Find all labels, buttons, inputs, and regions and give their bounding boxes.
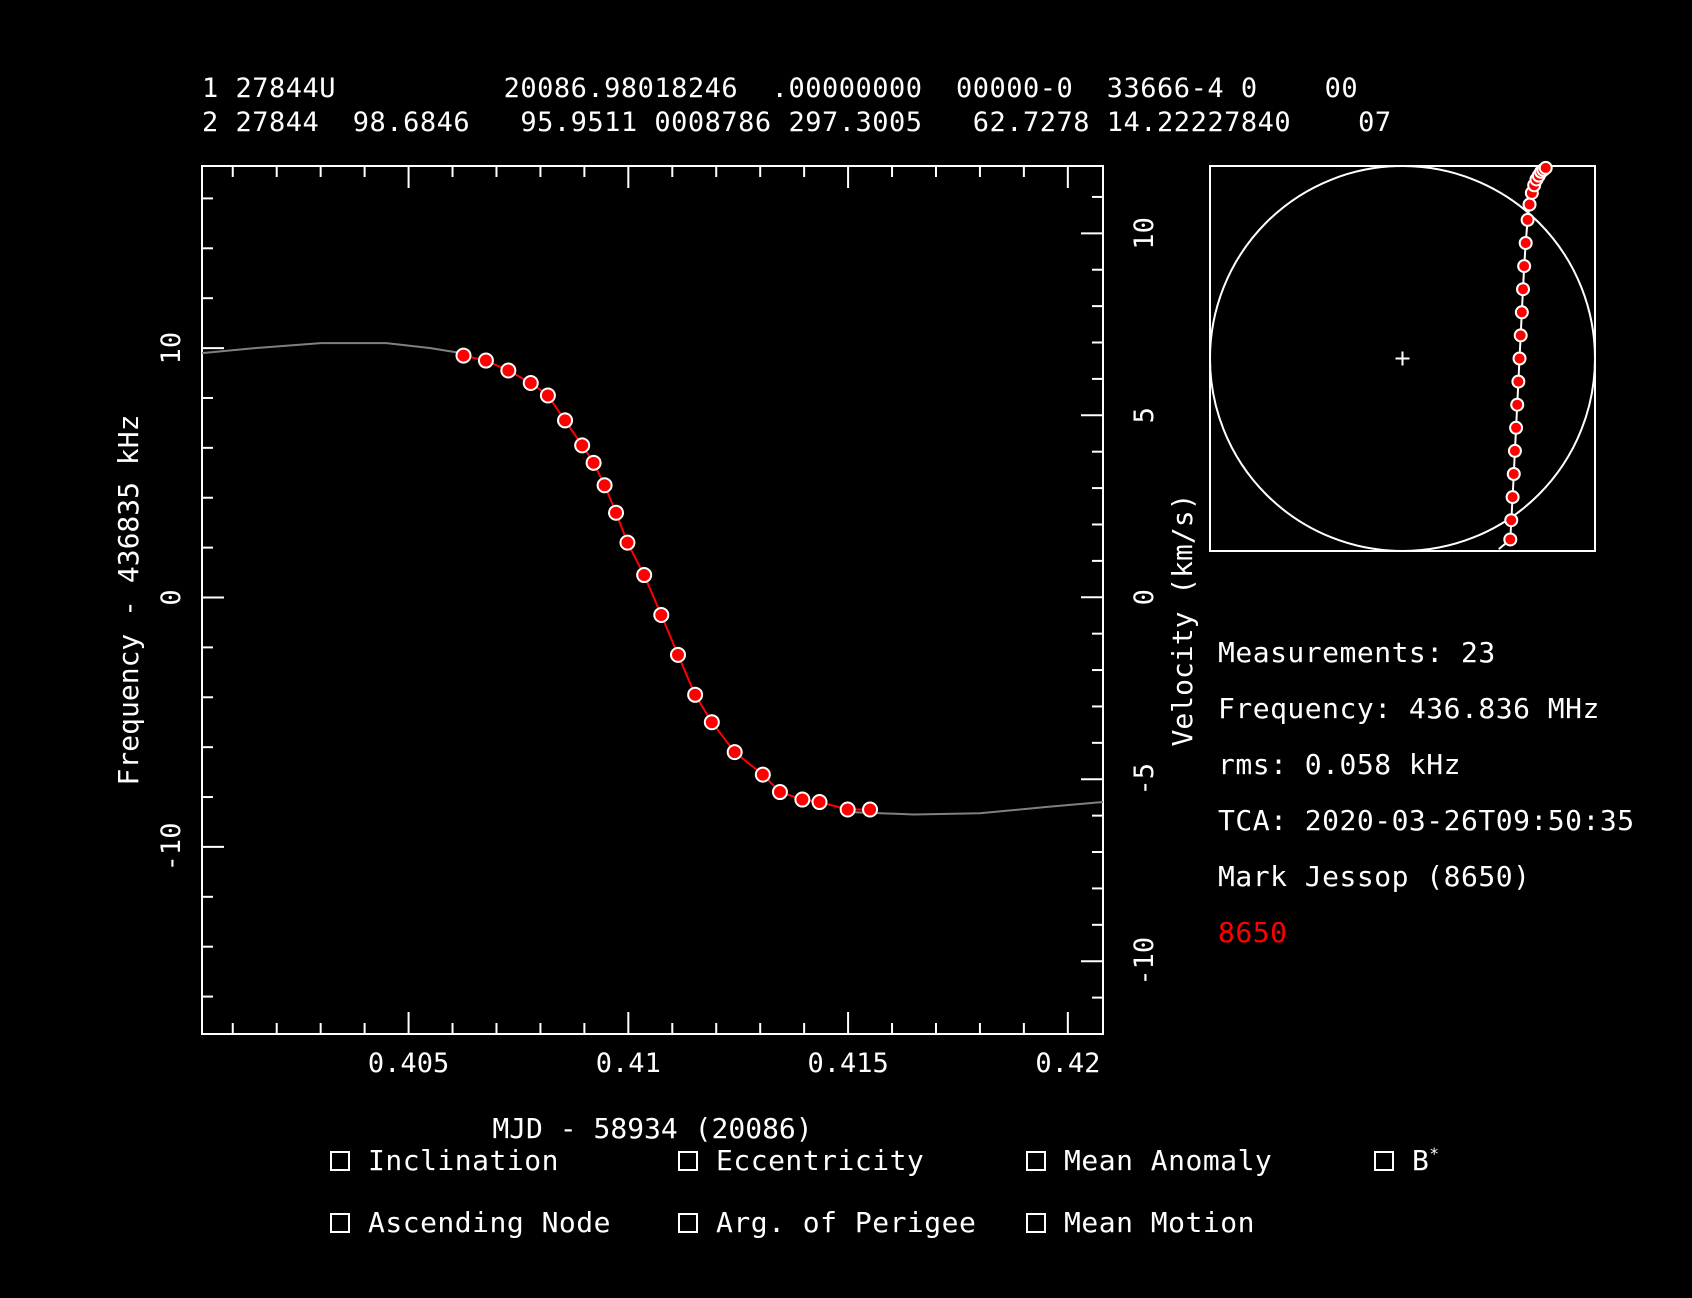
data-point (703, 714, 720, 731)
frequency-plot: 0.405 0.41 0.415 0.42 -10 0 10 -10 -5 0 5 10 MJD - 5… (112, 165, 1199, 1145)
sky-track-point (1538, 160, 1553, 175)
data-point (557, 412, 574, 429)
checkbox-box[interactable] (330, 1150, 350, 1171)
x-axis-label: MJD - 58934 (20086) (492, 1112, 812, 1145)
tca-label: TCA: 2020-03-26T09:50:35 (1218, 804, 1635, 837)
checkbox-bstar[interactable]: B* (1374, 1144, 1440, 1177)
checkbox-ascending-node[interactable]: Ascending Node (330, 1206, 611, 1239)
data-point (862, 801, 879, 818)
y2-tick-label: -5 (1129, 763, 1160, 796)
data-point (669, 646, 686, 663)
checkbox-box[interactable] (330, 1212, 350, 1233)
checkbox-label: Mean Anomaly (1064, 1144, 1273, 1177)
x-tick-label: 0.405 (368, 1048, 449, 1079)
x-tick-label: 0.415 (807, 1048, 888, 1079)
data-point (687, 686, 704, 703)
data-point (653, 606, 670, 623)
checkbox-label: Eccentricity (716, 1144, 925, 1177)
sky-track-point (1511, 374, 1526, 389)
data-point (585, 454, 602, 471)
data-point (754, 766, 771, 783)
sky-track-point (1520, 212, 1535, 227)
sky-track-point (1514, 305, 1529, 320)
checkbox-box[interactable] (678, 1150, 698, 1171)
horizon-circle (1209, 165, 1596, 552)
data-point (500, 362, 517, 379)
sky-track-point (1517, 259, 1532, 274)
tle-line-2: 2 27844 98.6846 95.9511 0008786 297.3005… (202, 107, 1392, 138)
checkbox-mean-motion[interactable]: Mean Motion (1026, 1206, 1255, 1239)
checkbox-box[interactable] (1026, 1212, 1046, 1233)
y2-tick-label: 0 (1129, 589, 1160, 605)
checkbox-label: Arg. of Perigee (716, 1206, 977, 1239)
data-point (522, 375, 539, 391)
data-point (539, 387, 556, 404)
sky-track-point (1516, 282, 1531, 297)
y2-tick-label: -10 (1129, 937, 1160, 986)
tle-line-1: 1 27844U 20086.98018246 .00000000 00000-… (202, 73, 1359, 104)
measurements-label: Measurements: 23 (1218, 636, 1496, 669)
y-tick-label: -10 (156, 823, 187, 872)
data-point (636, 567, 653, 584)
model-curve (201, 342, 462, 355)
model-curve-tail (848, 801, 1104, 816)
data-point (811, 794, 828, 811)
y-axis-label: Frequency - 436835 kHz (112, 415, 145, 786)
checkbox-label: Mean Motion (1064, 1206, 1255, 1239)
x-tick-label: 0.41 (596, 1048, 661, 1079)
checkbox-inclination[interactable]: Inclination (330, 1144, 559, 1177)
y2-tick-label: 5 (1129, 407, 1160, 423)
y-tick-label: 0 (156, 589, 187, 605)
data-point (574, 437, 591, 454)
frequency-label: Frequency: 436.836 MHz (1218, 692, 1600, 725)
y2-axis-label: Velocity (km/s) (1166, 494, 1199, 747)
checkbox-label: Ascending Node (368, 1206, 612, 1239)
sky-track-point (1513, 328, 1528, 343)
sky-track-point (1510, 397, 1525, 412)
fit-curve (463, 354, 871, 811)
observer-label: Mark Jessop (8650) (1218, 860, 1531, 893)
y-tick-label: 10 (156, 332, 187, 365)
sky-track-point (1507, 443, 1522, 458)
data-point (596, 477, 613, 494)
checkbox-box[interactable] (1026, 1150, 1046, 1171)
sky-track-point (1503, 532, 1518, 547)
sky-track-point (1522, 197, 1537, 212)
checkbox-label: Inclination (368, 1144, 559, 1177)
sky-track-point (1506, 467, 1521, 481)
data-point (839, 801, 856, 818)
checkbox-box[interactable] (1374, 1150, 1394, 1171)
sky-track-point (1504, 513, 1519, 528)
rms-label: rms: 0.058 kHz (1218, 748, 1462, 781)
sky-track-point (1518, 236, 1533, 250)
data-point (771, 784, 788, 801)
y2-tick-label: 10 (1129, 217, 1160, 250)
sky-track-point (1509, 420, 1524, 435)
data-point (477, 352, 494, 369)
checkbox-mean-anomaly[interactable]: Mean Anomaly (1026, 1144, 1272, 1177)
x-tick-label: 0.42 (1035, 1048, 1100, 1079)
data-point (726, 744, 743, 761)
checkbox-arg-perigee[interactable]: Arg. of Perigee (678, 1206, 976, 1239)
checkbox-eccentricity[interactable]: Eccentricity (678, 1144, 924, 1177)
data-point (455, 347, 472, 364)
sky-track-point (1505, 490, 1520, 505)
sky-track-point (1512, 351, 1527, 366)
data-point (794, 791, 811, 808)
site-label: 8650 (1218, 916, 1288, 949)
plot-frame (201, 165, 1104, 1035)
data-point (608, 504, 625, 521)
checkbox-box[interactable] (678, 1212, 698, 1233)
data-point (619, 534, 636, 551)
checkbox-label: B* (1412, 1144, 1440, 1177)
sky-track-plot (1209, 160, 1596, 552)
